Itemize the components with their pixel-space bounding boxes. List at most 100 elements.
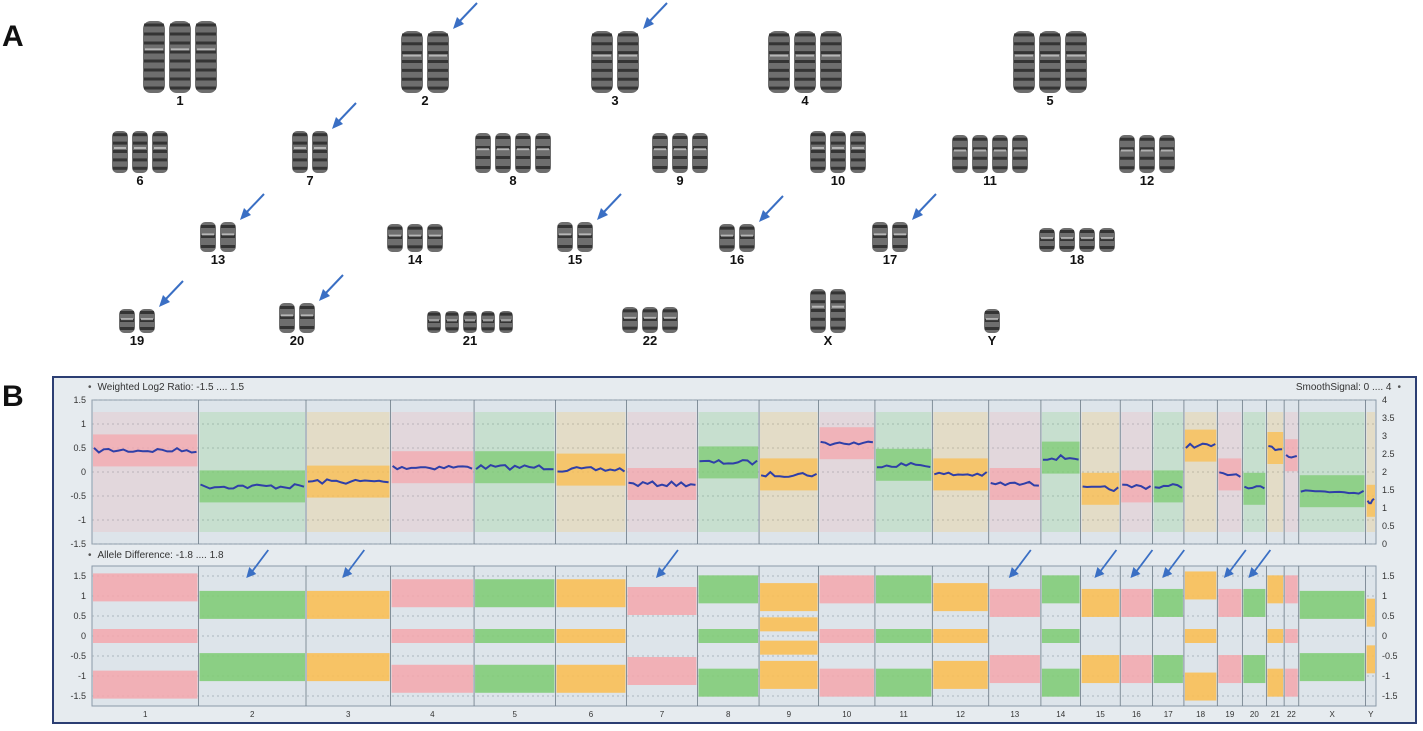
chromosome-segment-5 bbox=[475, 412, 555, 693]
log2-signal-7 bbox=[628, 480, 696, 488]
chromosome-band bbox=[811, 291, 825, 295]
centromere bbox=[994, 149, 1006, 152]
chromosome-group-15 bbox=[557, 222, 593, 252]
allele-band-22 bbox=[1285, 629, 1298, 643]
log2-cloud-Y bbox=[1366, 412, 1375, 532]
centromere bbox=[121, 318, 133, 321]
chromosome-band bbox=[1120, 137, 1134, 141]
chromosome-band bbox=[740, 226, 754, 230]
centromere bbox=[1015, 54, 1033, 57]
allele-arrow-head bbox=[246, 567, 257, 578]
centromere bbox=[1121, 149, 1133, 152]
chromosome-band bbox=[673, 146, 687, 149]
chromosome-band bbox=[144, 68, 164, 72]
centromere bbox=[403, 54, 421, 57]
allele-tick-label: -1.5 bbox=[70, 691, 86, 701]
smooth-tick-label: 0.5 bbox=[1382, 521, 1395, 531]
chromosome-band bbox=[985, 319, 999, 322]
chromosome-band bbox=[592, 42, 612, 46]
centromere bbox=[559, 233, 571, 236]
chromosome-band bbox=[388, 245, 402, 249]
chromosome-band bbox=[293, 141, 307, 145]
centromere bbox=[874, 233, 886, 236]
chromosome-band bbox=[500, 312, 512, 316]
chromosome-band bbox=[821, 42, 841, 46]
chromosome-band bbox=[300, 306, 314, 309]
allele-arrow-head bbox=[1248, 567, 1259, 578]
allele-band-15 bbox=[1081, 588, 1120, 617]
chromosome-band bbox=[1120, 147, 1134, 151]
log2-tick-label: 1 bbox=[81, 419, 86, 429]
chromosome-band bbox=[1140, 137, 1154, 141]
chromosome-band bbox=[618, 68, 638, 72]
chromosome-segment-22 bbox=[1285, 412, 1298, 697]
chromosome-group-4 bbox=[768, 31, 842, 93]
chromosome-band bbox=[1014, 86, 1034, 90]
chromosome-band bbox=[408, 245, 422, 249]
chromosome-group-12 bbox=[1119, 135, 1175, 173]
centromere bbox=[1061, 237, 1073, 240]
chromosome-band bbox=[153, 150, 167, 153]
allele-band-10 bbox=[819, 629, 874, 643]
chromosome-band bbox=[1160, 147, 1174, 151]
allele-band-13 bbox=[989, 588, 1040, 617]
centromere bbox=[812, 146, 824, 149]
chromosome-label-3: 3 bbox=[611, 93, 618, 108]
panel-b-letter: B bbox=[2, 380, 24, 413]
allele-band-1 bbox=[93, 670, 198, 699]
chromatid bbox=[692, 133, 708, 173]
chromosome-band bbox=[476, 136, 490, 139]
log2-tick-label: 0 bbox=[81, 467, 86, 477]
allele-tick-label: 0 bbox=[81, 631, 86, 641]
chromosome-band bbox=[953, 147, 967, 151]
chromosome-axis-label-20: 20 bbox=[1250, 710, 1259, 719]
chromosome-band bbox=[1014, 51, 1034, 55]
log2-signal-17 bbox=[1154, 483, 1183, 489]
allele-band-17 bbox=[1153, 655, 1183, 684]
chromosome-band bbox=[408, 226, 422, 230]
chromosome-band bbox=[144, 50, 164, 54]
chromosome-band bbox=[133, 150, 147, 153]
chromosome-band bbox=[196, 23, 216, 27]
chromosome-label-16: 16 bbox=[730, 252, 744, 267]
chromosome-group-7 bbox=[292, 131, 328, 173]
allele-band-12 bbox=[933, 629, 988, 643]
smooth-tick-label: 1.5 bbox=[1382, 485, 1395, 495]
chromosome-band bbox=[428, 51, 448, 55]
centromere bbox=[822, 54, 840, 57]
log2-band-8 bbox=[698, 446, 759, 479]
centromere bbox=[447, 319, 457, 322]
chromosome-band bbox=[1080, 238, 1094, 241]
chromosome-band bbox=[1040, 33, 1060, 37]
chromosome-band bbox=[811, 141, 825, 145]
chromosome-band bbox=[592, 33, 612, 37]
log2-signal-2 bbox=[200, 483, 305, 490]
chromosome-band bbox=[811, 133, 825, 137]
chromosome-band bbox=[618, 33, 638, 37]
chromosome-band bbox=[196, 86, 216, 90]
centromere bbox=[579, 233, 591, 236]
chromosome-group-13 bbox=[200, 222, 236, 252]
chromosome-segment-9 bbox=[760, 412, 818, 689]
arrow-head bbox=[759, 210, 770, 222]
chromosome-band bbox=[536, 146, 550, 149]
log2-signal-18 bbox=[1185, 442, 1216, 449]
chromosome-band bbox=[170, 32, 190, 36]
smooth-header-label: SmoothSignal: 0 .... 4 bbox=[1295, 382, 1392, 393]
allele-band-2 bbox=[199, 590, 305, 619]
chromosome-band bbox=[133, 133, 147, 137]
chromosome-segment-13 bbox=[989, 412, 1040, 684]
chromosome-band bbox=[446, 327, 458, 331]
chromosome-axis-label-17: 17 bbox=[1164, 710, 1173, 719]
chromosome-band bbox=[1080, 246, 1094, 249]
arrow-line bbox=[601, 193, 622, 215]
chromosome-band bbox=[1066, 68, 1086, 72]
chromosome-band bbox=[1060, 246, 1074, 249]
log2-signal-14 bbox=[1042, 453, 1079, 462]
chromosome-axis-label-4: 4 bbox=[430, 710, 435, 719]
chromosome-band bbox=[831, 166, 845, 170]
chromosome-label-21: 21 bbox=[463, 333, 477, 348]
arrow-line bbox=[916, 193, 937, 215]
allele-tick-label: 1.5 bbox=[73, 571, 86, 581]
